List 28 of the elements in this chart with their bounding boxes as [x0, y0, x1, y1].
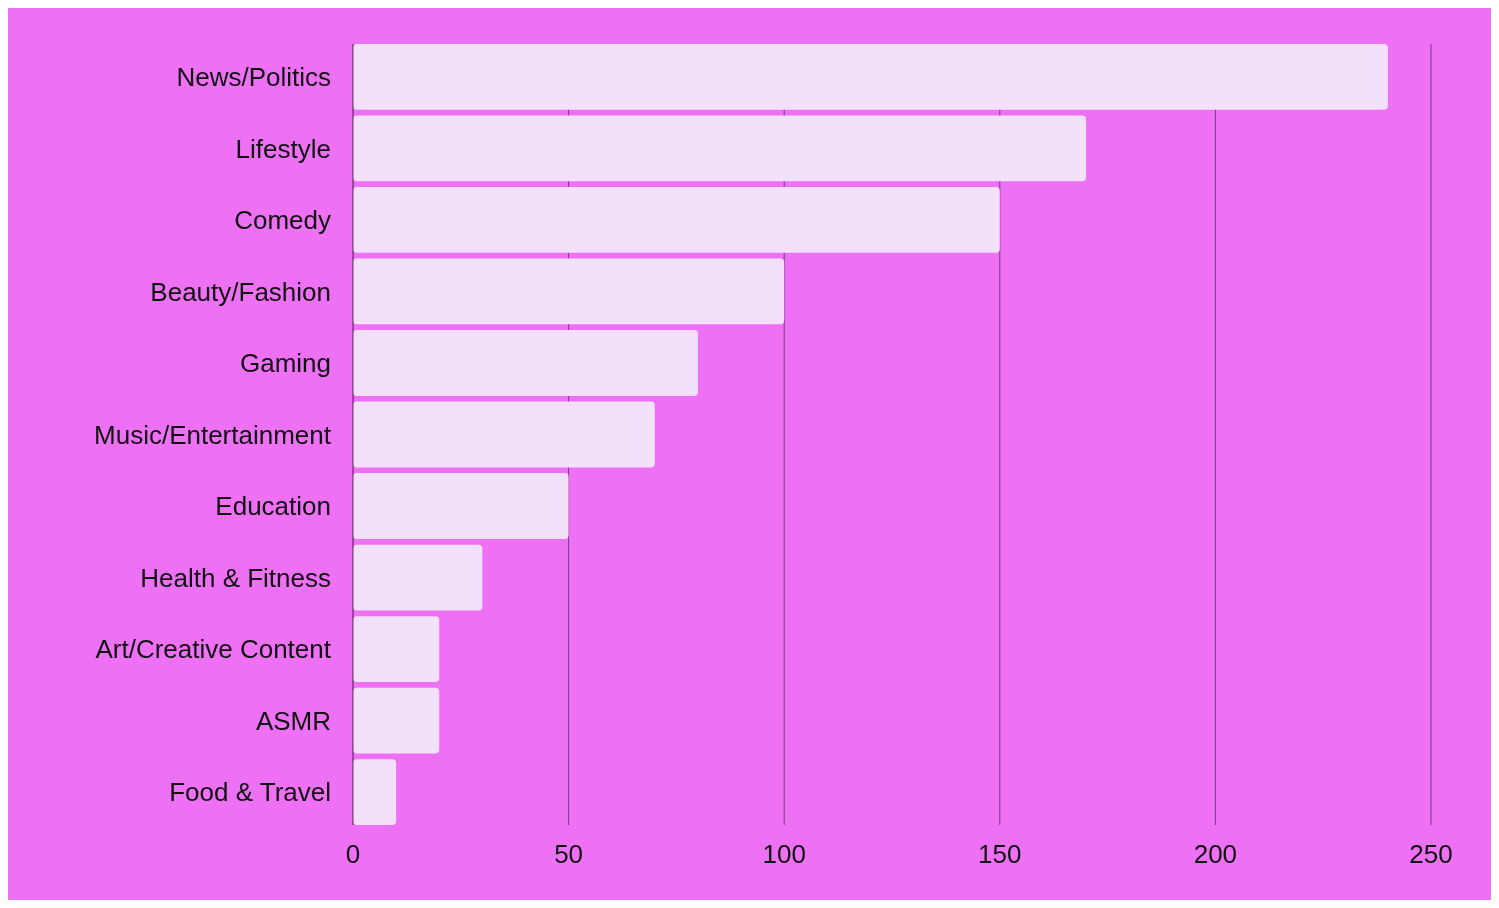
- bar: [353, 115, 1087, 182]
- y-tick-label: Health & Fitness: [140, 562, 331, 593]
- y-tick-label: ASMR: [255, 705, 331, 736]
- x-tick-label: 150: [978, 839, 1022, 869]
- x-tick-label: 200: [1193, 839, 1238, 869]
- y-tick-label: Comedy: [234, 205, 331, 236]
- bar: [353, 616, 440, 682]
- x-tick-label: 250: [1409, 839, 1453, 869]
- bar: [353, 187, 1000, 253]
- x-tick-label: 100: [762, 839, 806, 869]
- bar: [353, 401, 655, 468]
- bar: [353, 544, 483, 611]
- y-tick-label: Lifestyle: [235, 133, 331, 164]
- bar: [353, 687, 440, 754]
- bar: [353, 258, 785, 325]
- x-tick-label: 50: [554, 839, 584, 869]
- bar: [353, 473, 569, 539]
- bar: [353, 759, 397, 825]
- y-tick-label: Art/Creative Content: [95, 634, 332, 665]
- y-tick-label: Food & Travel: [169, 777, 331, 808]
- y-tick-label: News/Politics: [176, 62, 331, 92]
- x-tick-label: 0: [345, 839, 361, 869]
- y-tick-label: Music/Entertainment: [94, 419, 332, 450]
- bar: [353, 44, 1388, 110]
- bar: [353, 330, 698, 396]
- y-tick-label: Gaming: [239, 348, 331, 379]
- y-tick-label: Beauty/Fashion: [150, 276, 331, 307]
- y-tick-label: Education: [215, 491, 331, 522]
